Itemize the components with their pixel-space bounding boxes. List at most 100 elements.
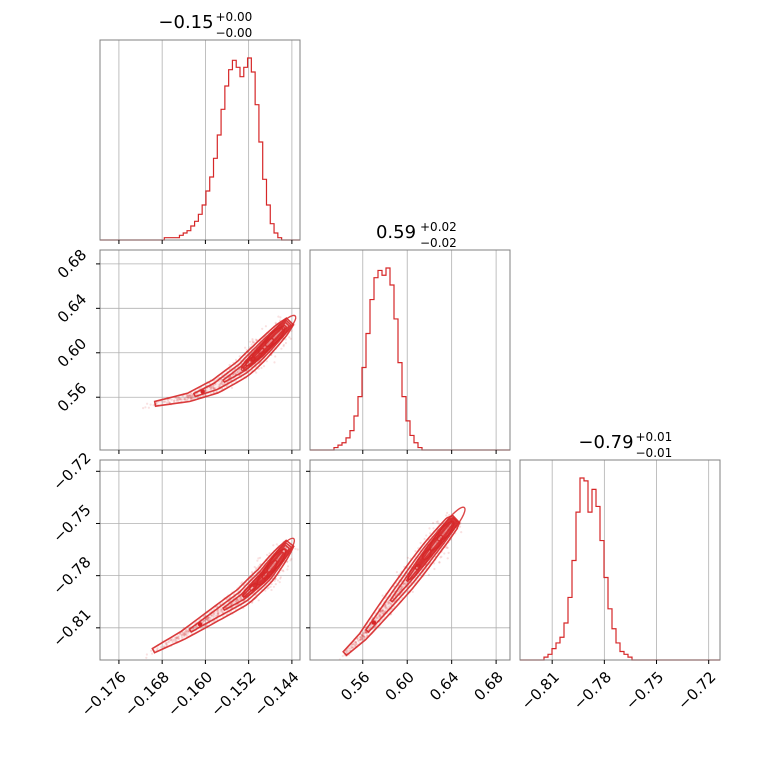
sample-point	[359, 638, 362, 641]
sample-point	[175, 399, 178, 402]
sample-point	[234, 600, 238, 603]
density-contour	[151, 539, 295, 654]
sample-point	[361, 634, 364, 637]
histogram-step-1	[310, 267, 510, 451]
sample-point	[212, 615, 215, 618]
sample-point	[152, 404, 155, 407]
sample-point	[445, 546, 448, 550]
sample-point	[176, 397, 179, 400]
sample-point	[210, 614, 213, 618]
sample-point	[144, 406, 147, 409]
sample-point	[281, 569, 284, 572]
sample-point	[175, 636, 178, 639]
sample-point	[395, 571, 398, 574]
sample-point	[167, 400, 170, 404]
sample-point	[387, 600, 390, 604]
sample-point	[381, 594, 384, 597]
sample-point	[399, 588, 402, 591]
sample-point	[162, 401, 165, 404]
sample-point	[269, 585, 272, 588]
sample-point	[389, 601, 392, 605]
sample-point	[225, 385, 228, 388]
panel-border	[309, 459, 511, 661]
sample-point	[257, 599, 260, 602]
sample-point	[411, 590, 414, 594]
sample-point	[150, 649, 153, 652]
y-tick-label: 0.68	[54, 246, 90, 282]
density-inner-contour	[407, 563, 421, 581]
sample-point	[186, 632, 189, 635]
sample-point	[188, 630, 191, 634]
sample-point	[180, 633, 183, 637]
scatter-panel-grid	[100, 460, 300, 660]
sample-point	[365, 631, 368, 635]
sample-point	[180, 635, 183, 638]
sample-point	[364, 631, 367, 634]
sample-point	[182, 632, 185, 635]
sample-point	[362, 635, 366, 638]
sample-point	[173, 636, 176, 639]
sample-point	[187, 394, 190, 397]
sample-point	[362, 632, 365, 635]
sample-point	[356, 637, 359, 640]
sample-point	[201, 626, 204, 629]
sample-point	[177, 637, 180, 640]
sample-point	[189, 394, 192, 397]
sample-point	[429, 532, 432, 535]
sample-point	[448, 513, 451, 517]
sample-point	[382, 611, 385, 614]
density-inner-contour	[266, 537, 296, 573]
sample-point	[220, 382, 223, 385]
sample-point	[239, 595, 242, 599]
sample-point	[209, 616, 212, 620]
sample-point	[379, 613, 382, 616]
sample-point	[378, 614, 381, 617]
sample-point	[354, 645, 357, 648]
sample-point	[234, 608, 237, 611]
sample-point	[205, 390, 208, 393]
sample-point	[189, 396, 192, 399]
sample-point	[180, 634, 183, 637]
sample-point	[183, 634, 186, 637]
x-tick-label: −0.78	[570, 668, 615, 713]
sample-point	[209, 392, 212, 395]
y-tick-label: 0.64	[54, 290, 90, 326]
sample-point	[381, 609, 384, 612]
sample-point	[362, 634, 366, 637]
sample-point	[176, 637, 179, 640]
sample-point	[290, 329, 293, 332]
sample-point	[183, 630, 186, 633]
sample-point	[228, 604, 231, 607]
sample-point	[219, 610, 222, 613]
sample-point	[268, 552, 271, 555]
sample-point	[381, 609, 384, 613]
sample-point	[282, 570, 285, 573]
sample-point	[390, 602, 393, 605]
sample-point	[351, 643, 354, 646]
sample-point	[171, 639, 175, 642]
sample-point	[406, 556, 409, 559]
sample-point	[192, 397, 195, 400]
density-panel-1	[145, 537, 299, 659]
sample-point	[165, 641, 168, 645]
x-tick-label: −0.168	[121, 668, 173, 720]
sample-point	[381, 609, 384, 612]
sample-point	[384, 604, 387, 607]
x-tick-label: 0.56	[337, 668, 373, 704]
sample-point	[345, 651, 348, 654]
sample-point	[236, 598, 239, 602]
sample-point	[282, 345, 285, 348]
sample-point	[251, 601, 254, 604]
sample-point	[341, 654, 344, 658]
sample-point	[270, 583, 273, 586]
sample-point	[296, 548, 299, 551]
sample-point	[236, 599, 239, 603]
sample-point	[211, 386, 214, 389]
sample-point	[183, 398, 186, 401]
sample-point	[425, 534, 428, 537]
sample-point	[360, 633, 364, 637]
density-tail-marker	[371, 620, 377, 625]
sample-point	[389, 603, 392, 606]
sample-point	[191, 394, 194, 397]
sample-point	[361, 634, 364, 637]
